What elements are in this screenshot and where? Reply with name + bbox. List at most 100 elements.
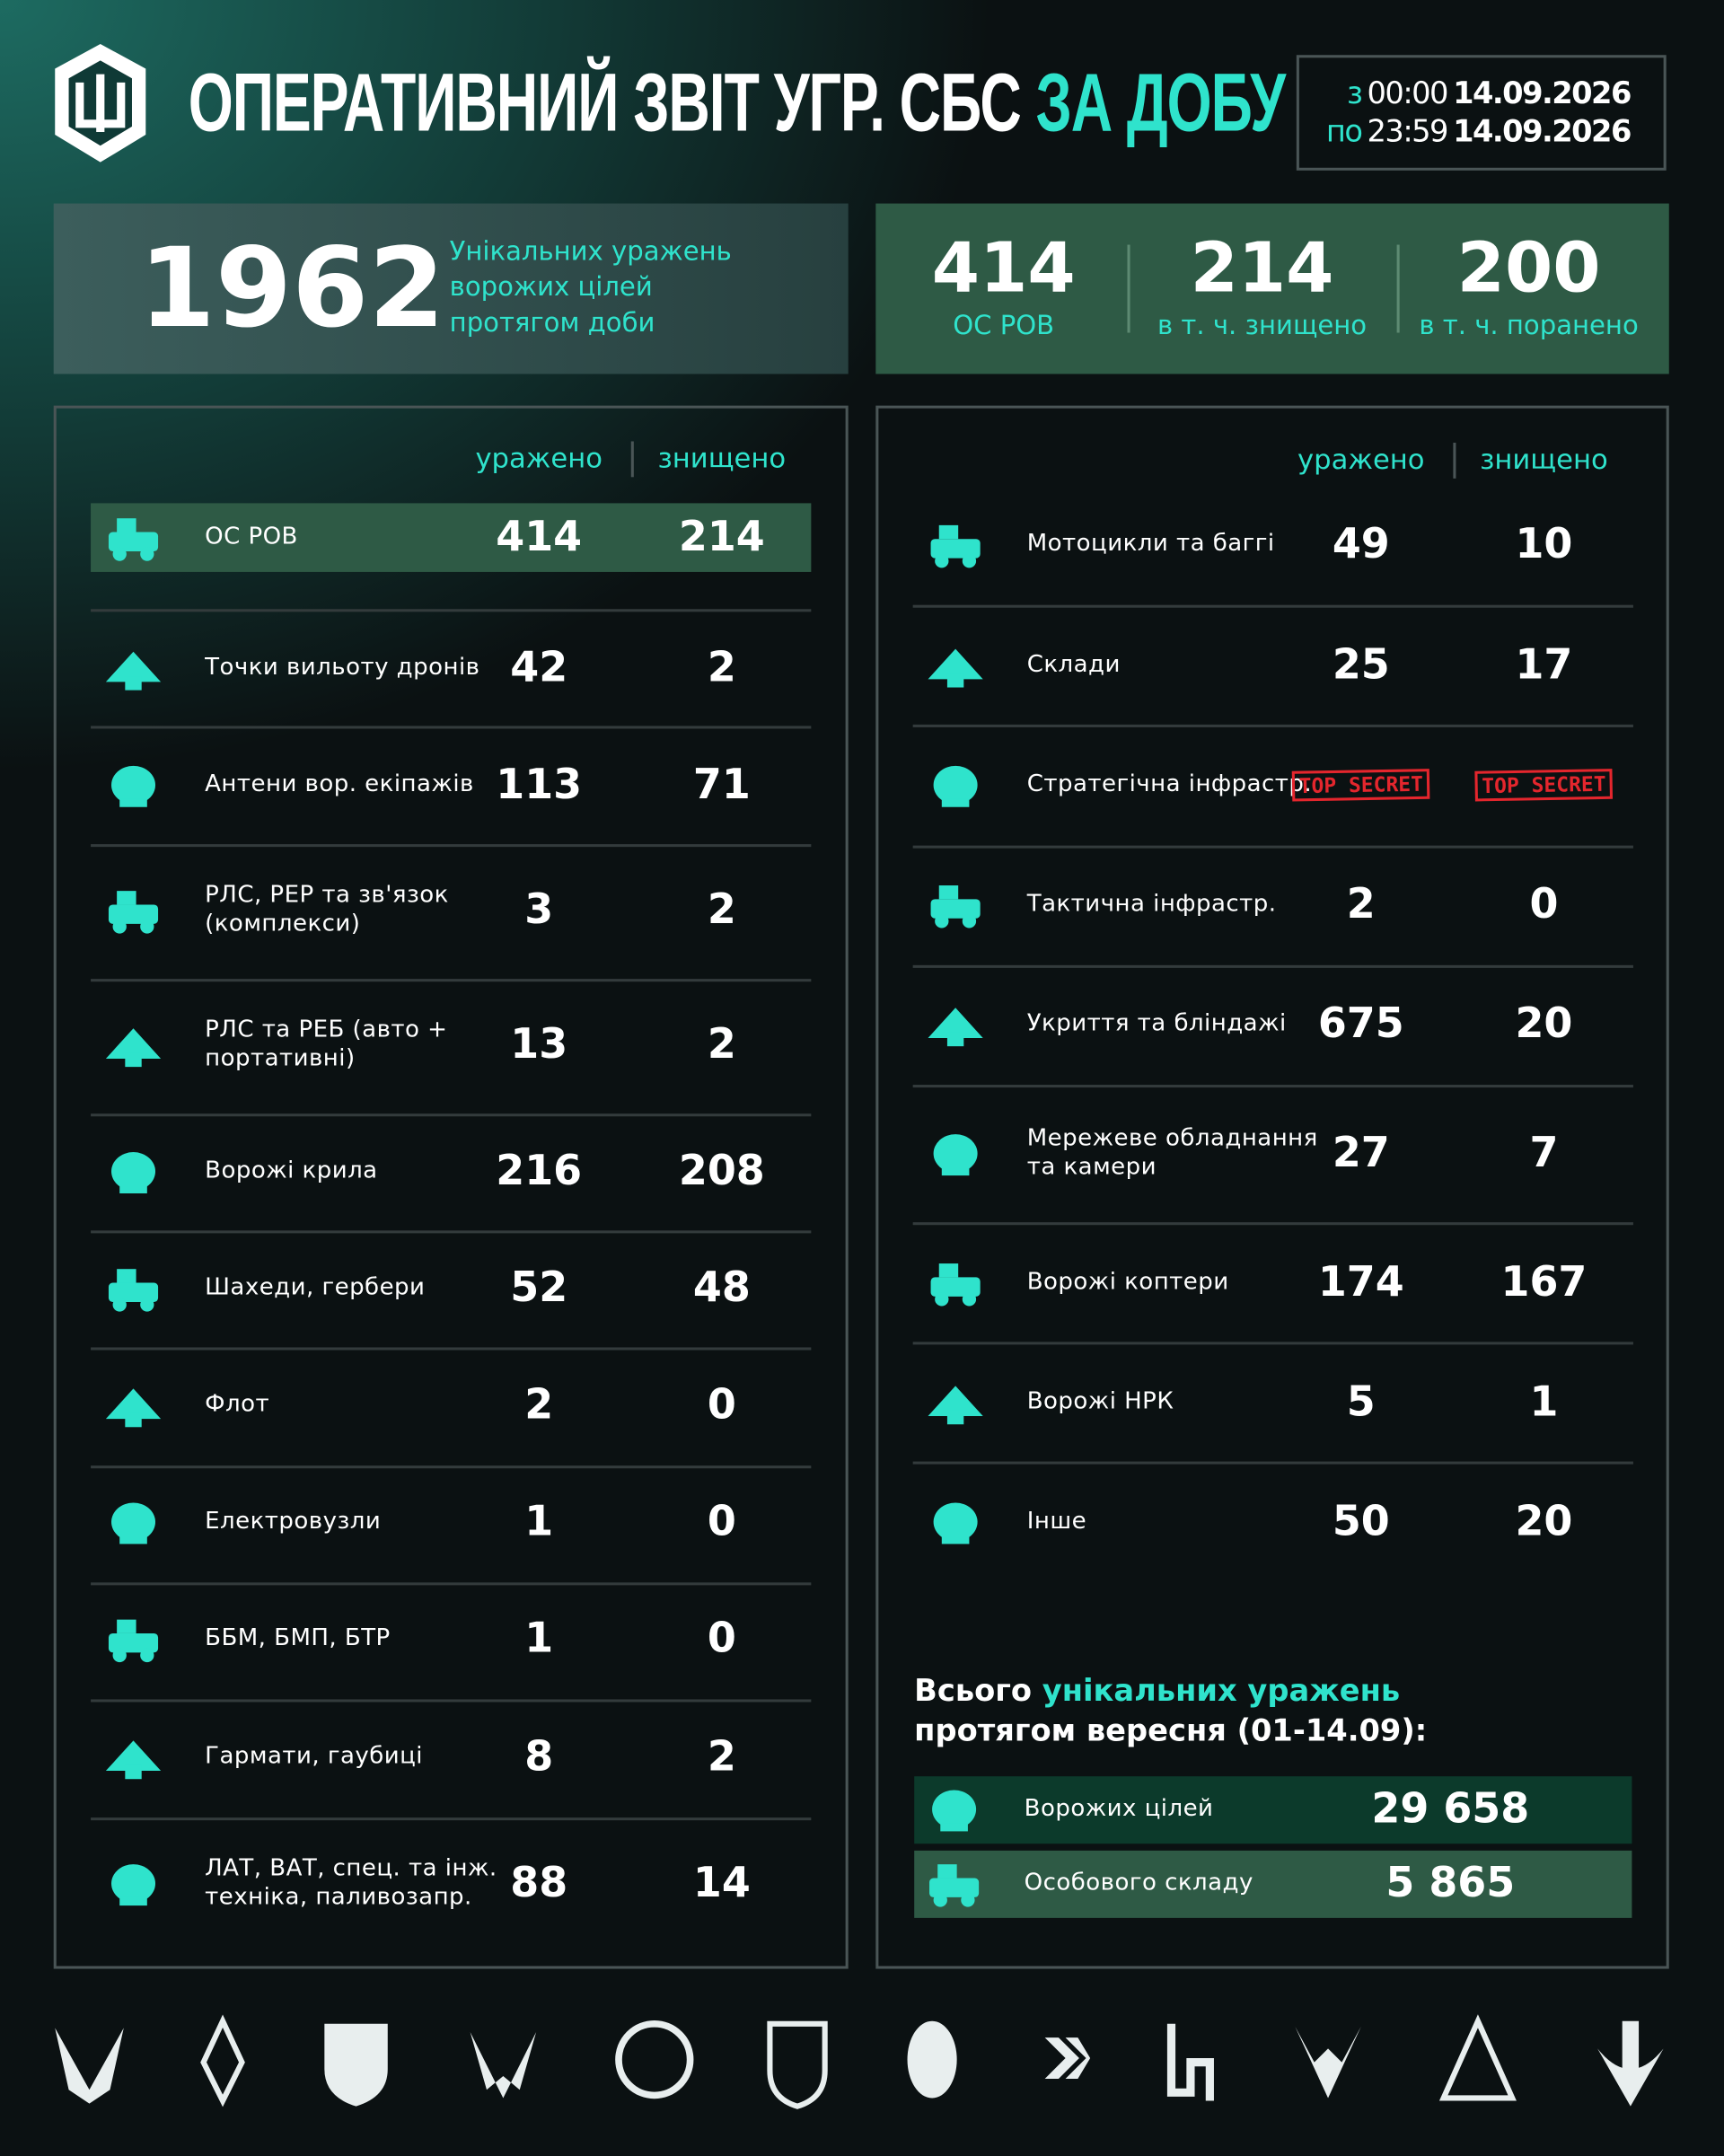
row-label: Укриття та бліндажі bbox=[1026, 1009, 1287, 1038]
cell-value: 0 bbox=[707, 1615, 736, 1663]
personnel-box: 414 ОС РОВ 214 в т. ч. знищено 200 в т. ч. по… bbox=[875, 203, 1669, 374]
cell-value: 88 bbox=[510, 1859, 568, 1908]
period-from: з 00:00 14.09.2026 bbox=[1341, 76, 1632, 112]
cell-value: 675 bbox=[1317, 999, 1404, 1049]
row-label: Мотоцикли та баггі bbox=[1026, 530, 1275, 558]
row-highlight bbox=[91, 503, 812, 572]
row-icon bbox=[932, 1790, 977, 1832]
cell-value: 0 bbox=[1529, 880, 1559, 929]
row-icon bbox=[933, 1502, 978, 1544]
row-icon bbox=[929, 1864, 980, 1907]
row-icon bbox=[108, 518, 159, 561]
report-title: ОПЕРАТИВНИЙ ЗВІТ УГР. СБС ЗА ДОБУ bbox=[189, 55, 1286, 151]
row-icon bbox=[111, 1864, 156, 1906]
row-separator bbox=[91, 1699, 812, 1703]
row-separator bbox=[912, 1461, 1633, 1465]
row-label: РЛС та РЕБ (авто + портативні) bbox=[205, 1016, 448, 1073]
row-icon bbox=[111, 1502, 156, 1544]
row-separator bbox=[91, 844, 812, 848]
row-icon bbox=[111, 1152, 156, 1193]
row-icon bbox=[105, 1028, 162, 1068]
row-icon bbox=[933, 1134, 978, 1176]
from-label: з bbox=[1347, 76, 1363, 112]
caption-line: протягом доби bbox=[449, 307, 655, 339]
cell-value: 0 bbox=[707, 1498, 736, 1546]
row-separator bbox=[912, 845, 1633, 849]
period-box: з 00:00 14.09.2026 по 23:59 14.09.2026 bbox=[1296, 55, 1667, 171]
cell-value: 216 bbox=[496, 1147, 583, 1196]
cell-value: 1 bbox=[524, 1615, 554, 1663]
caption-line: ворожих цілей bbox=[449, 272, 653, 303]
row-icon bbox=[933, 765, 978, 807]
totals-label: Ворожих цілей bbox=[1024, 1794, 1214, 1823]
cell-value: 2 bbox=[1346, 880, 1376, 929]
row-icon bbox=[105, 651, 162, 691]
cell-value: 174 bbox=[1317, 1258, 1404, 1307]
cell-value: 52 bbox=[510, 1263, 568, 1313]
row-icon bbox=[928, 1386, 983, 1425]
caption-line: Унікальних уражень bbox=[449, 236, 732, 268]
cell-value: 214 bbox=[678, 513, 765, 562]
cell-value: 414 bbox=[496, 513, 583, 562]
personnel-label: в т. ч. поранено bbox=[1419, 311, 1639, 341]
totals-title: Всього унікальних уражень протягом вересн… bbox=[914, 1672, 1427, 1752]
row-icon bbox=[108, 891, 159, 934]
row-label: Антени вор. екіпажів bbox=[205, 770, 474, 798]
row-icon bbox=[928, 1008, 983, 1047]
cell-value: 25 bbox=[1332, 641, 1390, 690]
row-icon bbox=[930, 885, 981, 928]
row-separator bbox=[91, 979, 812, 982]
total-value: 1962 bbox=[138, 224, 445, 352]
column-header: уражено bbox=[1297, 443, 1425, 476]
row-label: Склади bbox=[1026, 650, 1121, 679]
cell-value: 0 bbox=[707, 1380, 736, 1430]
cell-value: 49 bbox=[1332, 520, 1390, 569]
cell-value: 2 bbox=[707, 1732, 736, 1782]
row-label: Гармати, гаубиці bbox=[205, 1742, 424, 1771]
cell-value: 7 bbox=[1529, 1129, 1559, 1178]
to-time: 23:59 bbox=[1367, 115, 1449, 150]
row-icon bbox=[928, 648, 983, 688]
cell-value: 1 bbox=[524, 1498, 554, 1546]
row-separator bbox=[91, 1230, 812, 1234]
cell-value: 71 bbox=[692, 761, 751, 810]
cell-value: 208 bbox=[678, 1147, 765, 1196]
personnel-label: ОС РОВ bbox=[953, 311, 1055, 341]
row-separator bbox=[91, 609, 812, 612]
row-separator bbox=[912, 1222, 1633, 1226]
row-icon bbox=[111, 765, 156, 807]
cell-value: 10 bbox=[1515, 520, 1573, 569]
row-separator bbox=[912, 964, 1633, 968]
cell-value: 167 bbox=[1500, 1258, 1588, 1307]
from-date: 14.09.2026 bbox=[1453, 76, 1632, 112]
personnel-value: 214 bbox=[1190, 228, 1334, 308]
row-label: Мережеве обладнання та камери bbox=[1026, 1124, 1318, 1182]
cell-value: 2 bbox=[524, 1380, 554, 1430]
totals-value: 5 865 bbox=[1385, 1859, 1516, 1908]
totals-row: Особового складу 5 865 bbox=[914, 1850, 1632, 1918]
totals-value: 29 658 bbox=[1371, 1785, 1530, 1834]
cell-value: 14 bbox=[692, 1859, 751, 1908]
from-time: 00:00 bbox=[1367, 76, 1449, 112]
left-table: уражено знищено ОС РОВ 414 214 Точки вильоту … bbox=[53, 405, 849, 1969]
row-separator bbox=[91, 1817, 812, 1821]
cell-value: 50 bbox=[1332, 1498, 1390, 1546]
unit-logos bbox=[55, 2014, 1664, 2109]
cell-value: 5 bbox=[1346, 1377, 1376, 1427]
cell-value: 1 bbox=[1529, 1377, 1559, 1427]
row-separator bbox=[91, 1347, 812, 1351]
column-header: знищено bbox=[1480, 443, 1608, 476]
totals-label: Особового складу bbox=[1024, 1869, 1253, 1897]
to-label: по bbox=[1325, 115, 1363, 150]
row-label: ЛАТ, ВАТ, спец. та інж. техніка, паливоз… bbox=[205, 1854, 497, 1912]
total-caption: Унікальних уражень ворожих цілей протягом … bbox=[450, 233, 732, 340]
period-to: по 23:59 14.09.2026 bbox=[1321, 115, 1632, 150]
cell-value: 13 bbox=[510, 1020, 568, 1069]
row-separator bbox=[91, 1582, 812, 1586]
row-icon bbox=[108, 1269, 159, 1312]
row-separator bbox=[91, 1113, 812, 1117]
header-divider bbox=[630, 441, 634, 478]
personnel-label: в т. ч. знищено bbox=[1157, 311, 1368, 341]
